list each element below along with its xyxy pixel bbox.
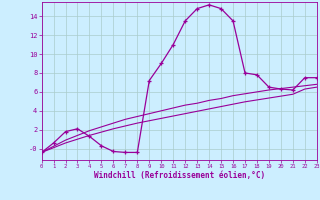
X-axis label: Windchill (Refroidissement éolien,°C): Windchill (Refroidissement éolien,°C) — [94, 171, 265, 180]
